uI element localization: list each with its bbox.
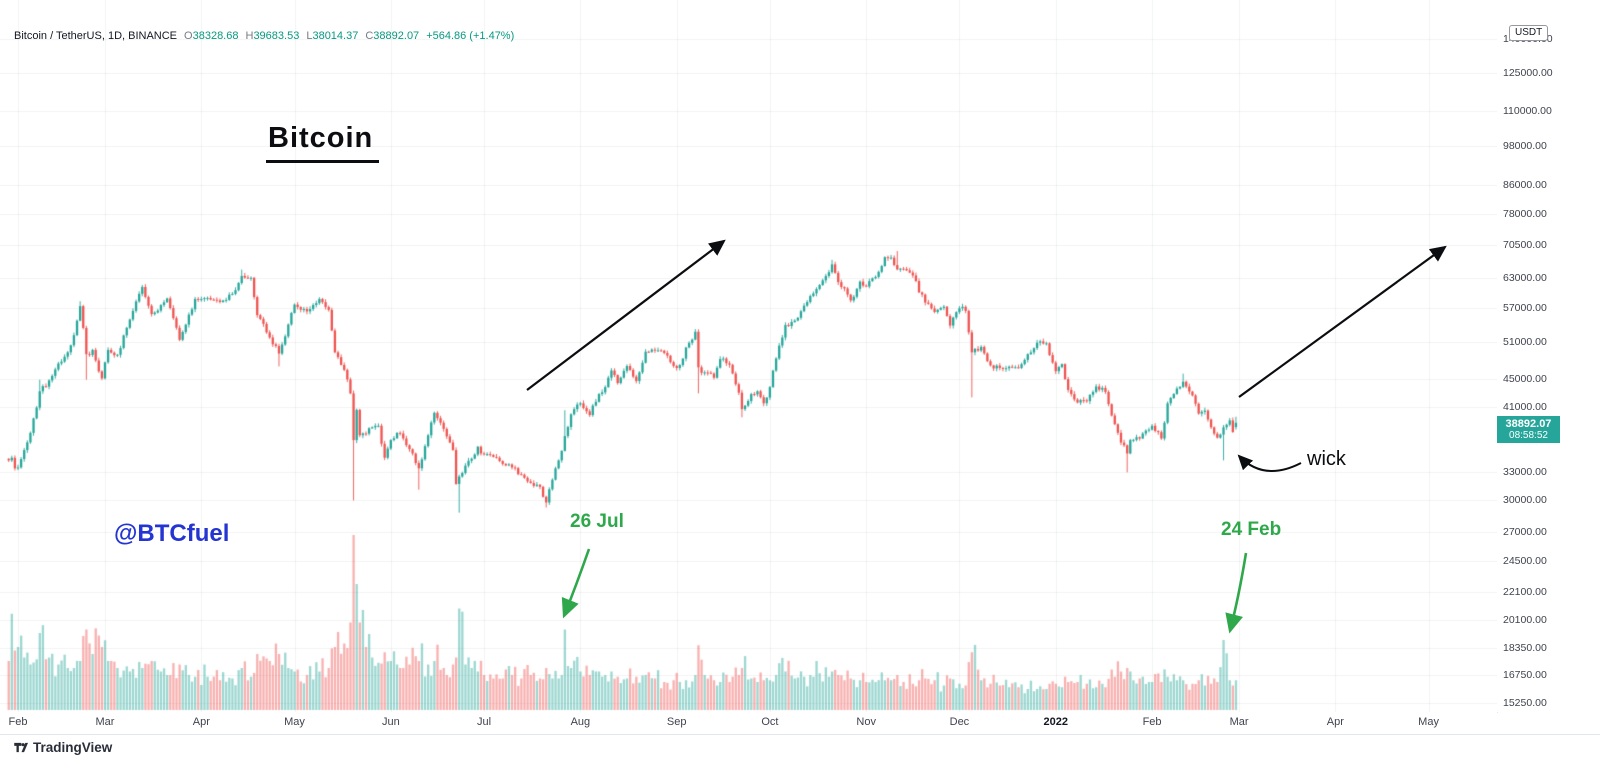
bottom-toolbar: TradingView — [0, 734, 1600, 779]
candlestick-chart-canvas[interactable] — [0, 0, 1497, 712]
price-axis[interactable]: 140000.00125000.00110000.0098000.0086000… — [1497, 0, 1600, 712]
time-tick-label: Nov — [856, 716, 876, 728]
price-tick-label: 51000.00 — [1503, 335, 1547, 348]
close-label: C — [365, 30, 374, 42]
chart-pane: Bitcoin / TetherUS, 1D, BINANCE O38328.68… — [0, 0, 1498, 713]
price-tick-label: 33000.00 — [1503, 465, 1547, 478]
time-tick-label: Jun — [381, 716, 400, 728]
price-tick-label: 86000.00 — [1503, 179, 1547, 192]
jul26-label-annotation[interactable]: 26 Jul — [570, 511, 624, 532]
last-price-badge: 38892.07 08:58:52 — [1497, 415, 1560, 443]
time-tick-label: Sep — [666, 716, 687, 728]
price-tick-label: 20100.00 — [1503, 614, 1547, 627]
time-tick-label: Jul — [477, 716, 492, 728]
price-tick-label: 22100.00 — [1503, 586, 1547, 598]
time-tick-label: Dec — [949, 716, 970, 728]
time-tick-label: Mar — [1229, 716, 1249, 728]
high-value: 39683.53 — [253, 30, 300, 42]
time-tick-label: Oct — [761, 716, 779, 728]
price-tick-label: 24500.00 — [1503, 555, 1547, 568]
time-tick-label: Apr — [192, 716, 210, 728]
feb24-label-annotation[interactable]: 24 Feb — [1221, 519, 1282, 540]
time-tick-label: 2022 — [1043, 716, 1068, 728]
price-tick-label: 57000.00 — [1503, 302, 1547, 315]
time-tick-label: Apr — [1326, 716, 1344, 728]
price-tick-label: 98000.00 — [1503, 139, 1547, 152]
price-tick-label: 27000.00 — [1503, 526, 1547, 539]
low-value: 38014.37 — [312, 30, 359, 42]
wick-label-annotation[interactable]: wick — [1307, 448, 1346, 470]
time-tick-label: Feb — [1142, 716, 1162, 728]
price-tick-label: 78000.00 — [1503, 208, 1547, 221]
time-tick-label: May — [284, 716, 305, 728]
time-tick-label: May — [1418, 716, 1439, 728]
bitcoin-title-annotation[interactable]: Bitcoin — [266, 122, 380, 163]
open-value: 38328.68 — [192, 30, 239, 42]
symbol-title[interactable]: Bitcoin / TetherUS, 1D, BINANCE — [14, 30, 178, 42]
symbol-legend: Bitcoin / TetherUS, 1D, BINANCE O38328.68… — [14, 30, 514, 42]
close-value: 38892.07 — [373, 30, 420, 42]
tradingview-logo-icon — [14, 742, 28, 753]
price-tick-label: 110000.00 — [1503, 105, 1552, 118]
tradingview-logo-text: TradingView — [33, 740, 113, 755]
price-tick-label: 125000.00 — [1503, 67, 1553, 80]
price-tick-label: 63000.00 — [1503, 272, 1547, 285]
last-price-value: 38892.07 — [1505, 417, 1552, 430]
price-tick-label: 45000.00 — [1503, 373, 1547, 386]
tradingview-logo[interactable]: TradingView — [13, 740, 112, 755]
time-tick-label: Mar — [95, 716, 115, 728]
currency-toggle-button[interactable]: USDT — [1509, 25, 1549, 41]
change-value: +564.86 (+1.47%) — [426, 30, 515, 42]
price-tick-label: 30000.00 — [1503, 494, 1547, 507]
time-tick-label: Aug — [570, 716, 591, 728]
price-tick-label: 18350.00 — [1503, 641, 1547, 654]
high-label: H — [245, 30, 254, 42]
price-tick-label: 15250.00 — [1503, 697, 1547, 710]
bar-countdown: 08:58:52 — [1509, 429, 1548, 441]
price-tick-label: 70500.00 — [1503, 238, 1547, 251]
low-label: L — [306, 30, 313, 42]
btcfuel-handle-annotation[interactable]: @BTCfuel — [114, 520, 230, 547]
time-tick-label: Feb — [8, 716, 28, 728]
price-tick-label: 16750.00 — [1503, 669, 1547, 681]
time-axis[interactable]: Feb Mar Apr May Jun Jul Aug Sep Oct Nov Dec 2022 Feb… — [0, 712, 1497, 734]
price-tick-label: 41000.00 — [1503, 400, 1547, 413]
open-label: O — [184, 30, 193, 42]
